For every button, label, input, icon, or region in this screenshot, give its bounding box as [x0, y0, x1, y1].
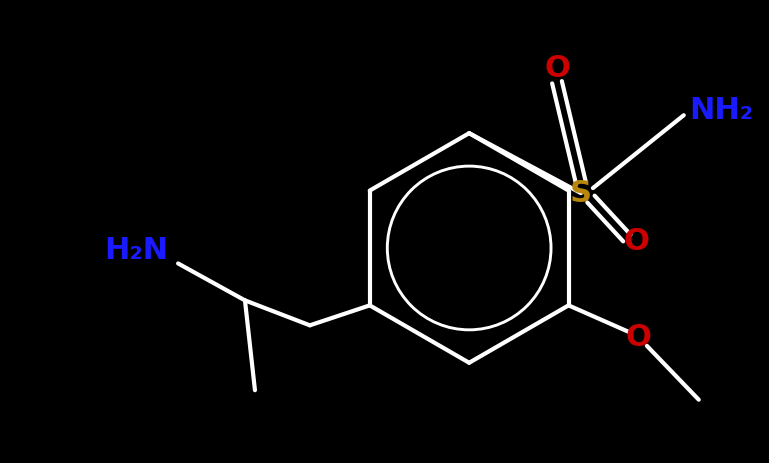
Text: O: O — [624, 227, 650, 257]
Text: H₂N: H₂N — [104, 236, 168, 265]
Text: NH₂: NH₂ — [689, 96, 753, 125]
Text: O: O — [626, 323, 652, 352]
Text: S: S — [570, 179, 592, 207]
Text: O: O — [544, 54, 570, 83]
